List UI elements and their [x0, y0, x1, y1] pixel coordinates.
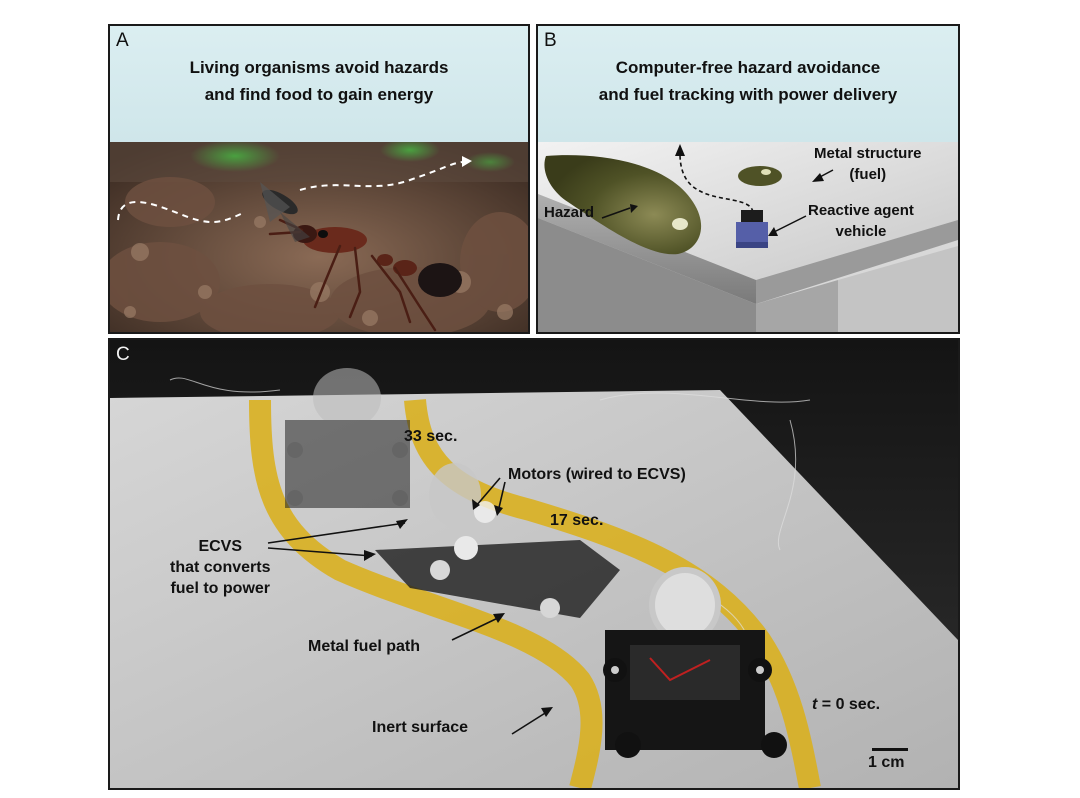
label-t-0-sec: t = 0 sec.: [812, 696, 881, 713]
vehicle-photo: [110, 340, 958, 788]
vehicle-33-sec: [285, 368, 410, 508]
panel-a-title-band: [110, 26, 528, 143]
label-motors: Motors (wired to ECVS): [508, 466, 686, 483]
panel-b-title: Computer-free hazard avoidance and fuel …: [538, 54, 958, 108]
label-inert-surface: Inert surface: [372, 719, 469, 736]
i-beam-illustration: Metal structure (fuel) Hazard Reactive a…: [538, 142, 958, 332]
label-33-sec: 33 sec.: [404, 428, 458, 445]
panel-b-title-line2: and fuel tracking with power delivery: [598, 85, 898, 104]
vehicle-0-sec: [603, 567, 787, 758]
fuel-spot: [738, 166, 782, 186]
hazard-label: Hazard: [544, 204, 595, 221]
label-scale-bar: 1 cm: [868, 754, 905, 771]
ant-photo: [110, 142, 528, 332]
hazard-region: [544, 155, 702, 255]
panel-b-letter: B: [544, 30, 557, 51]
label-17-sec: 17 sec.: [550, 512, 604, 529]
scale-bar-line: [872, 748, 908, 751]
fuel-path-left: [249, 399, 603, 788]
panel-b: B Computer-free hazard avoidance and fue…: [536, 24, 960, 334]
panel-b-title-band: [538, 26, 958, 143]
reactive-agent-label: Reactive agent vehicle: [808, 202, 914, 240]
panel-c-letter: C: [116, 344, 130, 365]
reactive-agent-vehicle: [736, 210, 768, 248]
label-ecvs: ECVS that converts fuel to power: [170, 538, 271, 597]
panel-a-title: Living organisms avoid hazards and find …: [110, 54, 528, 108]
panel-c: C: [108, 338, 960, 790]
metal-structure-label: Metal structure (fuel): [814, 145, 922, 183]
panel-a-letter: A: [116, 30, 129, 51]
panel-b-title-line1: Computer-free hazard avoidance: [615, 58, 881, 77]
panel-a-title-line1: Living organisms avoid hazards: [189, 58, 449, 77]
panel-a: A Living organisms avoid hazards and fin…: [108, 24, 530, 334]
label-metal-fuel-path: Metal fuel path: [308, 638, 421, 655]
panel-a-title-line2: and find food to gain energy: [204, 85, 434, 104]
vehicle-17-sec: [375, 463, 620, 618]
ant-figure: [260, 182, 462, 332]
